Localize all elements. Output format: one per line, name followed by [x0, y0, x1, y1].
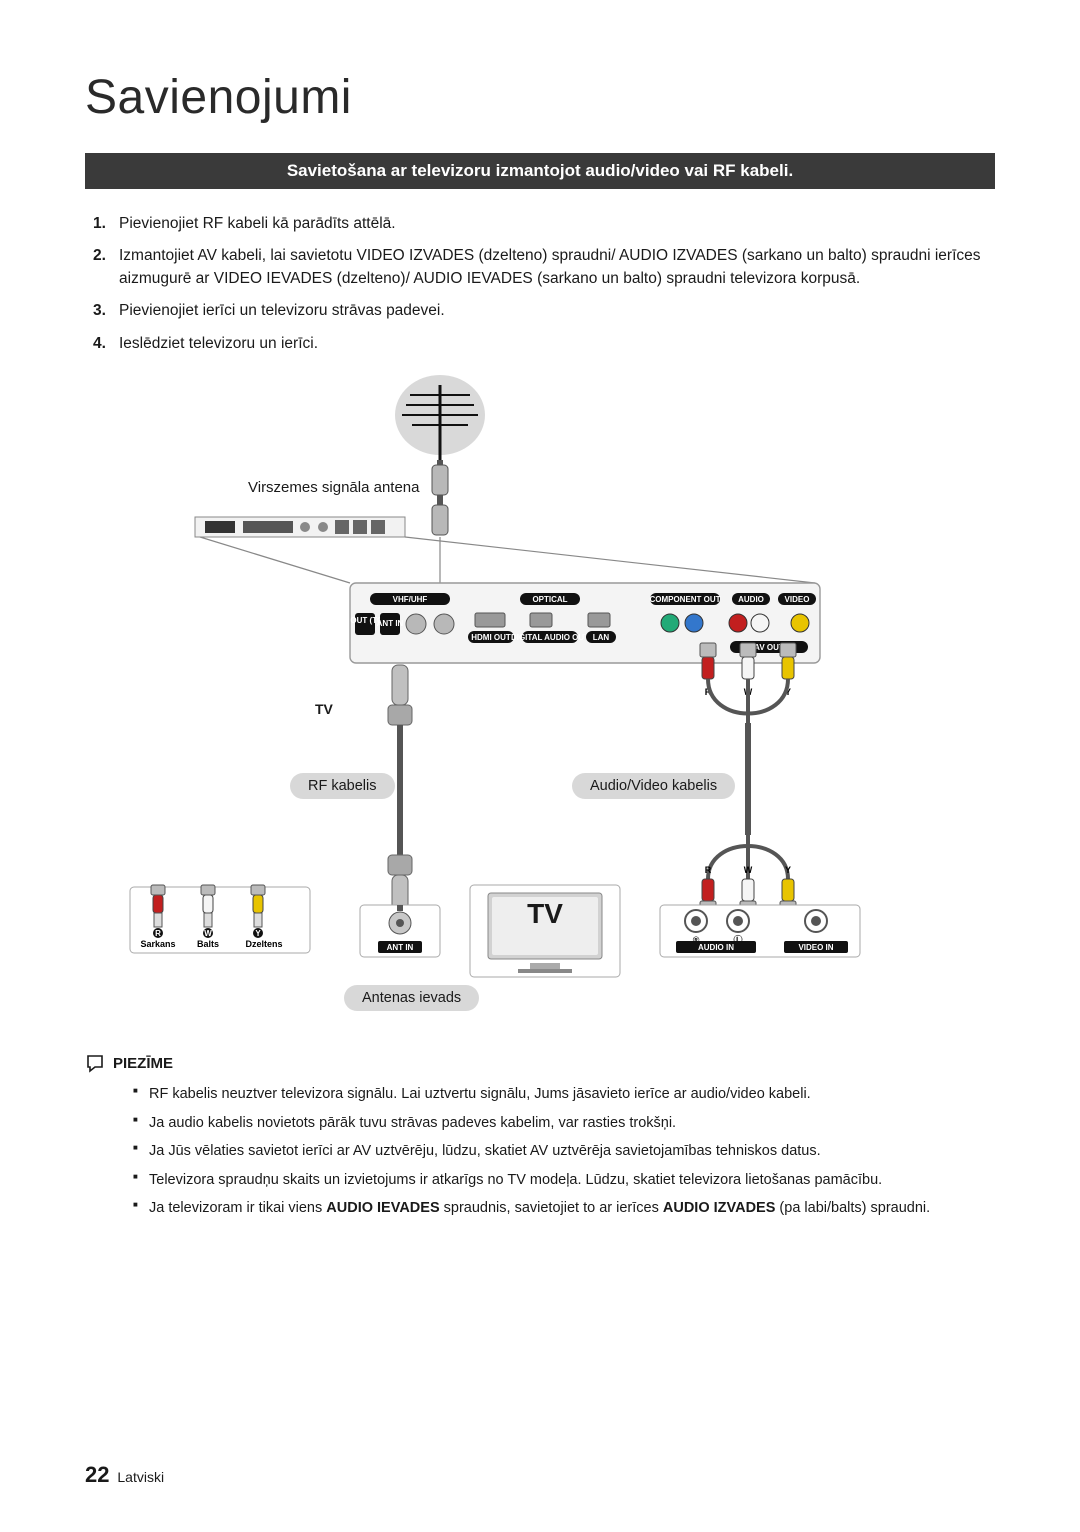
- svg-text:Dzeltens: Dzeltens: [245, 939, 282, 949]
- svg-text:HDMI OUT: HDMI OUT: [471, 633, 511, 642]
- step-num: 3.: [93, 300, 119, 322]
- note-label: PIEZĪME: [113, 1055, 173, 1072]
- svg-text:W: W: [744, 865, 753, 875]
- section-heading: Savietošana ar televizoru izmantojot aud…: [85, 153, 995, 189]
- svg-text:Balts: Balts: [197, 939, 219, 949]
- note-item: Ja audio kabelis novietots pārāk tuvu st…: [133, 1112, 995, 1134]
- svg-text:R: R: [705, 865, 712, 875]
- step-num: 1.: [93, 213, 119, 235]
- svg-text:Y: Y: [255, 929, 261, 938]
- steps-list: 1.Pievienojiet RF kabeli kā parādīts att…: [93, 213, 995, 355]
- antenna-feed-label: Antenas ievads: [344, 985, 479, 1011]
- step-text: Pievienojiet ierīci un televizoru strāva…: [119, 300, 445, 322]
- svg-text:VHF/UHF: VHF/UHF: [393, 595, 428, 604]
- page-language: Latviski: [117, 1469, 164, 1485]
- svg-text:R: R: [155, 929, 161, 938]
- svg-text:OPTICAL: OPTICAL: [532, 595, 567, 604]
- svg-text:ANT IN: ANT IN: [387, 943, 414, 952]
- svg-text:Y: Y: [785, 865, 791, 875]
- svg-text:VIDEO IN: VIDEO IN: [798, 943, 833, 952]
- note-item: Televizora spraudņu skaits un izvietojum…: [133, 1169, 995, 1191]
- notes-list: RF kabelis neuztver televizora signālu. …: [133, 1083, 995, 1219]
- svg-text:AV OUT: AV OUT: [754, 643, 784, 652]
- svg-text:LAN: LAN: [593, 633, 610, 642]
- svg-text:AUDIO: AUDIO: [738, 595, 764, 604]
- svg-text:VIDEO: VIDEO: [785, 595, 810, 604]
- step-text: Pievienojiet RF kabeli kā parādīts attēl…: [119, 213, 396, 235]
- page-number: 22: [85, 1462, 109, 1487]
- av-cable-label: Audio/Video kabelis: [572, 773, 735, 799]
- page-footer: 22 Latviski: [85, 1462, 164, 1488]
- note-icon: [85, 1053, 105, 1073]
- step-num: 2.: [93, 245, 119, 290]
- svg-text:COMPONENT OUT: COMPONENT OUT: [649, 595, 720, 604]
- svg-text:DIGITAL AUDIO OUT: DIGITAL AUDIO OUT: [511, 633, 589, 642]
- svg-text:AUDIO IN: AUDIO IN: [698, 943, 734, 952]
- svg-text:Sarkans: Sarkans: [140, 939, 175, 949]
- note-item: Ja televizoram ir tikai viens AUDIO IEVA…: [133, 1197, 995, 1219]
- rf-cable-label: RF kabelis: [290, 773, 395, 799]
- step-text: Ieslēdziet televizoru un ierīci.: [119, 333, 318, 355]
- tv-small-label: TV: [315, 701, 333, 717]
- note-item: Ja Jūs vēlaties savietot ierīci ar AV uz…: [133, 1140, 995, 1162]
- antenna-icon: [395, 375, 485, 460]
- note-item: RF kabelis neuztver televizora signālu. …: [133, 1083, 995, 1105]
- note-heading: PIEZĪME: [85, 1053, 995, 1073]
- tv-big-label: TV: [527, 898, 563, 929]
- svg-text:ANT IN: ANT IN: [377, 619, 404, 628]
- connection-diagram: VHF/UHF OPTICAL COMPONENT OUT AUDIO VIDE…: [100, 365, 980, 1035]
- step-num: 4.: [93, 333, 119, 355]
- step-text: Izmantojiet AV kabeli, lai savietotu VID…: [119, 245, 995, 290]
- svg-text:W: W: [204, 929, 212, 938]
- antenna-label: Virszemes signāla antena: [248, 479, 420, 496]
- page-title: Savienojumi: [85, 70, 995, 125]
